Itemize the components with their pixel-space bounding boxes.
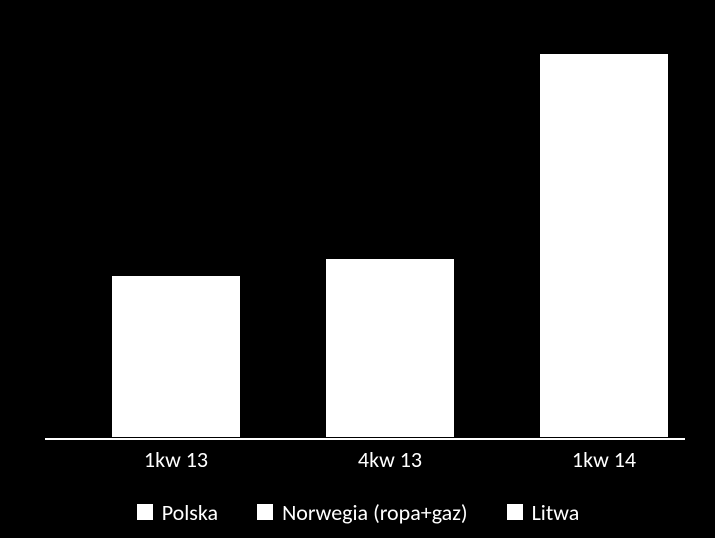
legend-item: Norwegia (ropa+gaz) xyxy=(256,499,467,526)
legend-swatch xyxy=(506,503,524,521)
legend-label: Norwegia (ropa+gaz) xyxy=(282,499,467,526)
legend-label: Litwa xyxy=(532,499,580,526)
x-label: 1kw 13 xyxy=(76,446,276,473)
legend-swatch xyxy=(256,503,274,521)
bar-1kw-14 xyxy=(539,53,669,438)
x-label: 4kw 13 xyxy=(290,446,490,473)
x-axis-line xyxy=(45,438,685,440)
legend-item: Polska xyxy=(136,499,218,526)
legend-item: Litwa xyxy=(506,499,580,526)
legend: Polska Norwegia (ropa+gaz) Litwa xyxy=(0,486,715,538)
stacked-bar-chart: 1kw 13 4kw 13 1kw 14 Polska Norwegia (ropa+… xyxy=(0,0,715,538)
legend-swatch xyxy=(136,503,154,521)
legend-label: Polska xyxy=(162,499,218,526)
x-label: 1kw 14 xyxy=(504,446,704,473)
plot-area xyxy=(45,20,685,438)
bar-4kw-13 xyxy=(325,258,455,438)
bar-1kw-13 xyxy=(111,275,241,438)
